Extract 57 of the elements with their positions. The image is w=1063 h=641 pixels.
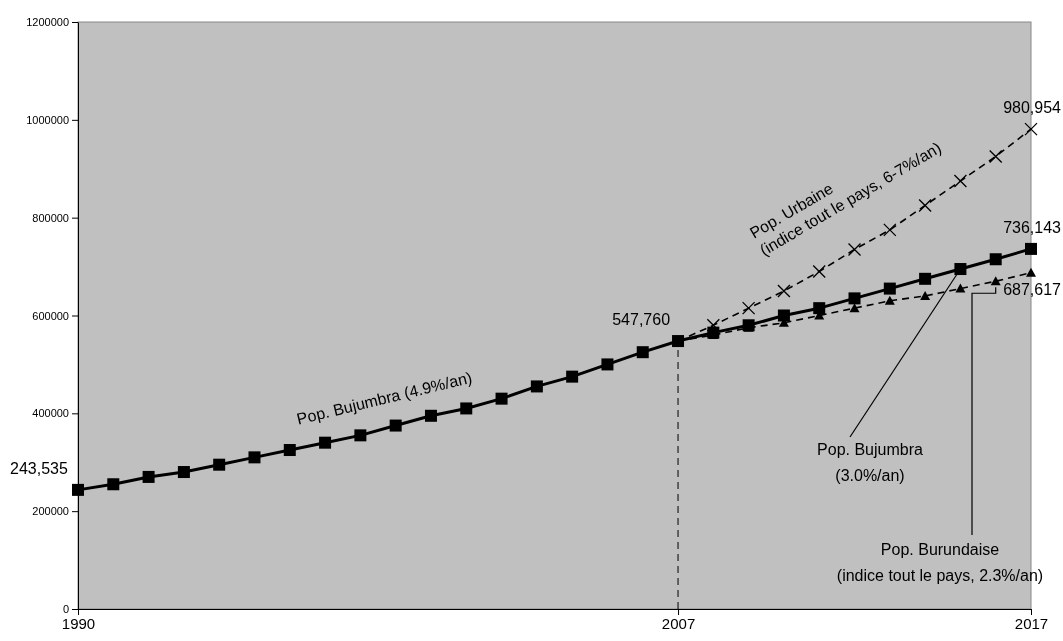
data-label: 736,143	[1003, 218, 1062, 236]
point	[990, 276, 1001, 286]
point	[107, 478, 120, 491]
x-tick-label: 2007	[661, 614, 696, 632]
point	[989, 253, 1002, 266]
point	[1025, 242, 1037, 255]
y-tick-label: 0	[62, 603, 69, 616]
point	[177, 466, 190, 479]
y-tick-label: 400000	[32, 407, 69, 420]
point	[849, 303, 860, 313]
point	[812, 264, 826, 279]
point	[989, 149, 1003, 164]
point	[953, 174, 968, 188]
point	[72, 483, 84, 496]
data-label: 547,760	[612, 311, 671, 329]
point	[884, 295, 895, 305]
y-tick-label: 800000	[32, 211, 69, 224]
point	[848, 292, 861, 305]
x-tick-label: 1990	[61, 614, 96, 632]
point	[354, 429, 367, 442]
point	[530, 380, 543, 393]
point	[213, 458, 226, 471]
point	[883, 223, 897, 237]
y-tick-label: 1200000	[26, 16, 69, 29]
y-tick-label: 200000	[32, 505, 69, 518]
point	[1026, 267, 1036, 277]
point	[566, 370, 579, 383]
text: Pop. Burundaise (indice tout le pays, 2.3%/an)	[836, 541, 1044, 584]
point	[601, 358, 614, 371]
y-tick-label: 1000000	[26, 113, 69, 126]
point	[142, 470, 155, 483]
point	[955, 283, 966, 293]
point	[847, 242, 862, 257]
point	[777, 309, 790, 322]
data-label: 687,617	[1003, 280, 1062, 298]
point	[283, 444, 296, 457]
point	[920, 290, 931, 300]
point	[319, 436, 332, 449]
point	[741, 301, 756, 315]
point	[918, 198, 932, 213]
point	[636, 346, 649, 359]
y-tick-label: 600000	[32, 309, 69, 322]
point	[777, 284, 791, 298]
x-tick-label: 2017	[1014, 614, 1049, 632]
point	[954, 263, 967, 276]
data-label: 980,954	[1003, 99, 1062, 117]
point	[1024, 122, 1038, 136]
point	[424, 409, 437, 422]
point	[813, 302, 826, 315]
data-label: 243,535	[10, 459, 68, 477]
point	[460, 402, 473, 415]
point	[883, 282, 896, 295]
point	[389, 419, 402, 432]
point	[248, 451, 261, 464]
point	[919, 272, 932, 285]
point	[495, 392, 508, 405]
text: Pop. Bujumbra (3.0%/an)	[817, 441, 924, 484]
